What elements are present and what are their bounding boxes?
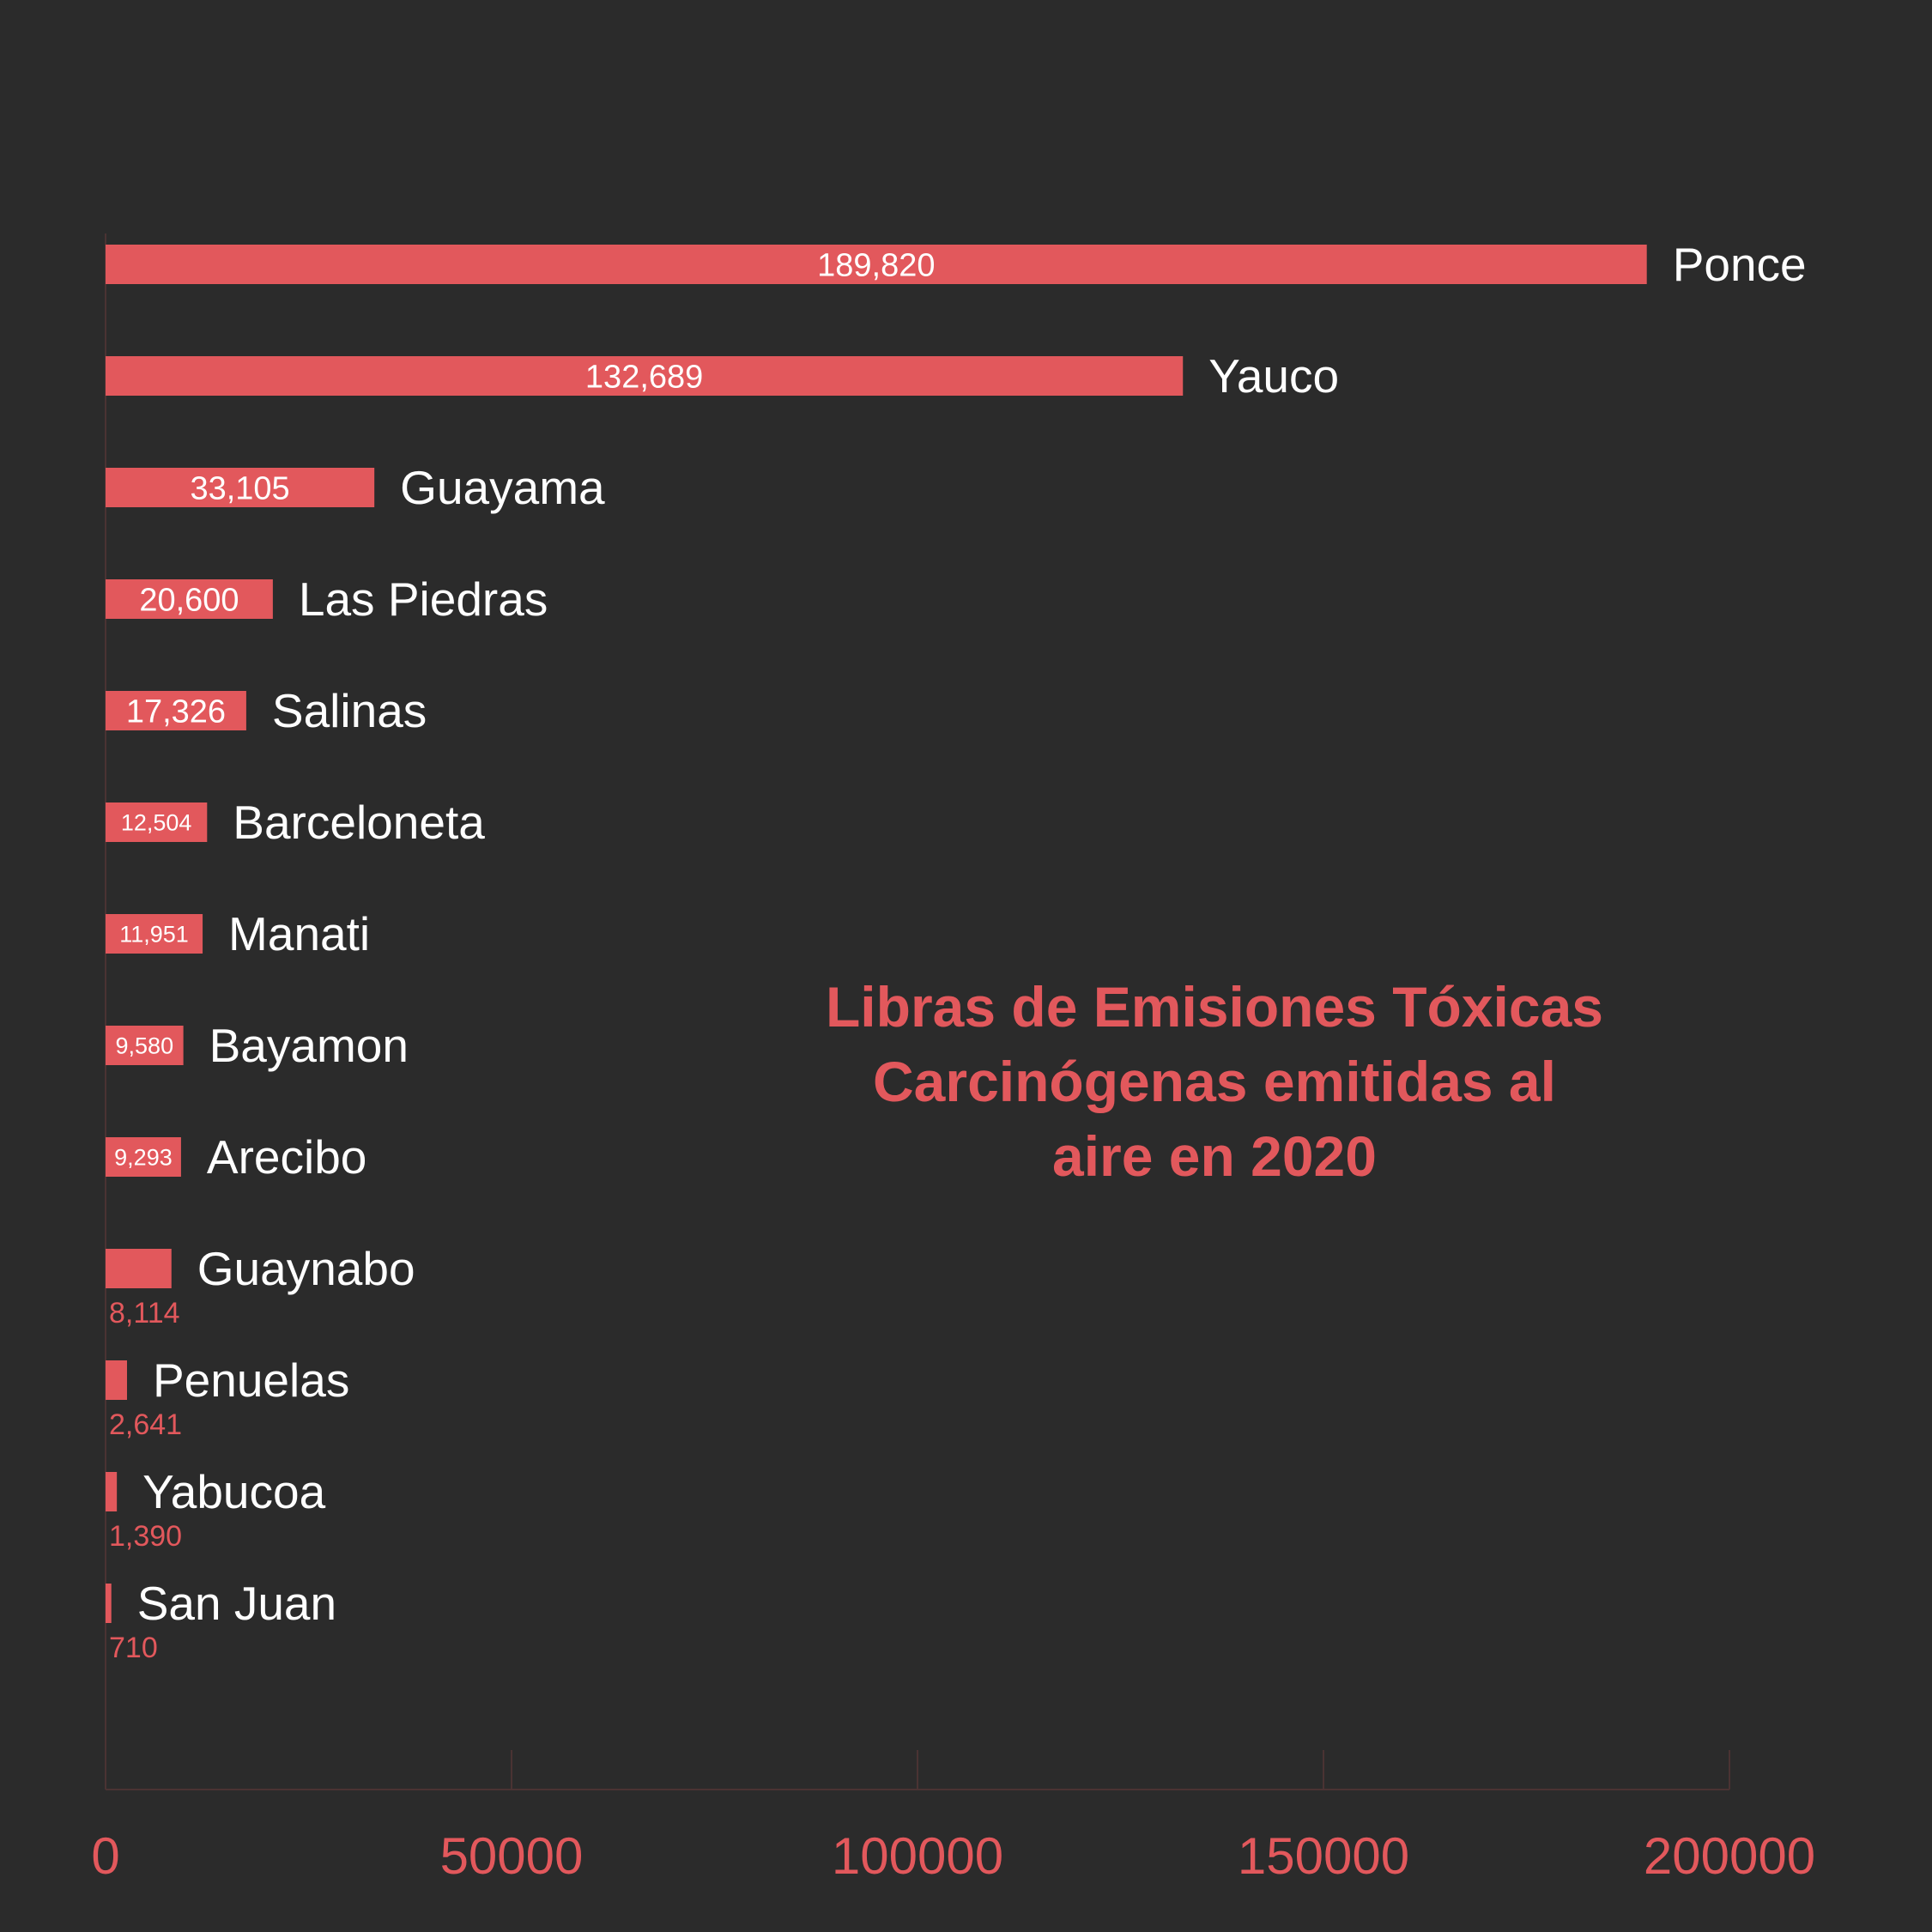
category-label: San Juan — [137, 1577, 336, 1630]
category-label: Manati — [228, 907, 370, 960]
chart-title: Libras de Emisiones Tóxicas Carcinógenas… — [755, 970, 1674, 1194]
bar — [106, 245, 1647, 284]
bar — [106, 579, 273, 619]
value-label: 189,820 — [817, 247, 935, 283]
category-label: Arecibo — [207, 1130, 366, 1184]
category-label: Las Piedras — [299, 572, 548, 626]
value-label: 710 — [109, 1632, 158, 1664]
category-label: Yauco — [1208, 349, 1339, 403]
x-tick-label: 100000 — [832, 1827, 1003, 1885]
bar — [106, 691, 246, 730]
x-tick-label: 50000 — [440, 1827, 584, 1885]
bar-layer: 189,820 Ponce 132,689 Yauco 33,105 Guayama 20,… — [106, 238, 1807, 1664]
value-label: 132,689 — [585, 359, 703, 395]
x-tick-label: 200000 — [1644, 1827, 1815, 1885]
category-label: Yabucoa — [142, 1465, 325, 1518]
value-label: 9,580 — [116, 1033, 174, 1058]
bar — [106, 1249, 172, 1288]
category-label: Ponce — [1673, 238, 1807, 291]
bar — [106, 1360, 127, 1400]
value-label: 11,951 — [119, 921, 189, 947]
bar — [106, 1137, 181, 1177]
category-label: Barceloneta — [233, 796, 485, 849]
bar — [106, 914, 203, 954]
bar — [106, 802, 208, 842]
chart-title-line-3: aire en 2020 — [1052, 1124, 1377, 1188]
bar — [106, 1472, 118, 1511]
value-label: 20,600 — [139, 582, 239, 618]
value-label: 2,641 — [109, 1408, 182, 1441]
value-label: 17,326 — [126, 693, 226, 730]
bar — [106, 468, 375, 507]
category-label: Salinas — [272, 684, 427, 737]
category-label: Penuelas — [153, 1354, 349, 1407]
x-tick-label: 0 — [91, 1827, 119, 1885]
bar — [106, 356, 1184, 396]
category-label: Guayama — [400, 461, 605, 514]
value-label: 12,504 — [121, 809, 192, 835]
bar — [106, 1584, 112, 1623]
chart-title-line-2: Carcinógenas emitidas al — [873, 1050, 1556, 1113]
category-label: Bayamon — [209, 1019, 409, 1072]
value-label: 8,114 — [109, 1297, 180, 1329]
value-label: 33,105 — [190, 470, 289, 506]
bar — [106, 1026, 184, 1065]
x-tick-labels: 0 50000 100000 150000 200000 — [91, 1827, 1815, 1885]
value-label: 1,390 — [109, 1520, 182, 1553]
x-tick-label: 150000 — [1238, 1827, 1409, 1885]
value-label: 9,293 — [114, 1144, 173, 1170]
chart-title-line-1: Libras de Emisiones Tóxicas — [825, 975, 1604, 1039]
category-label: Guaynabo — [197, 1242, 415, 1295]
